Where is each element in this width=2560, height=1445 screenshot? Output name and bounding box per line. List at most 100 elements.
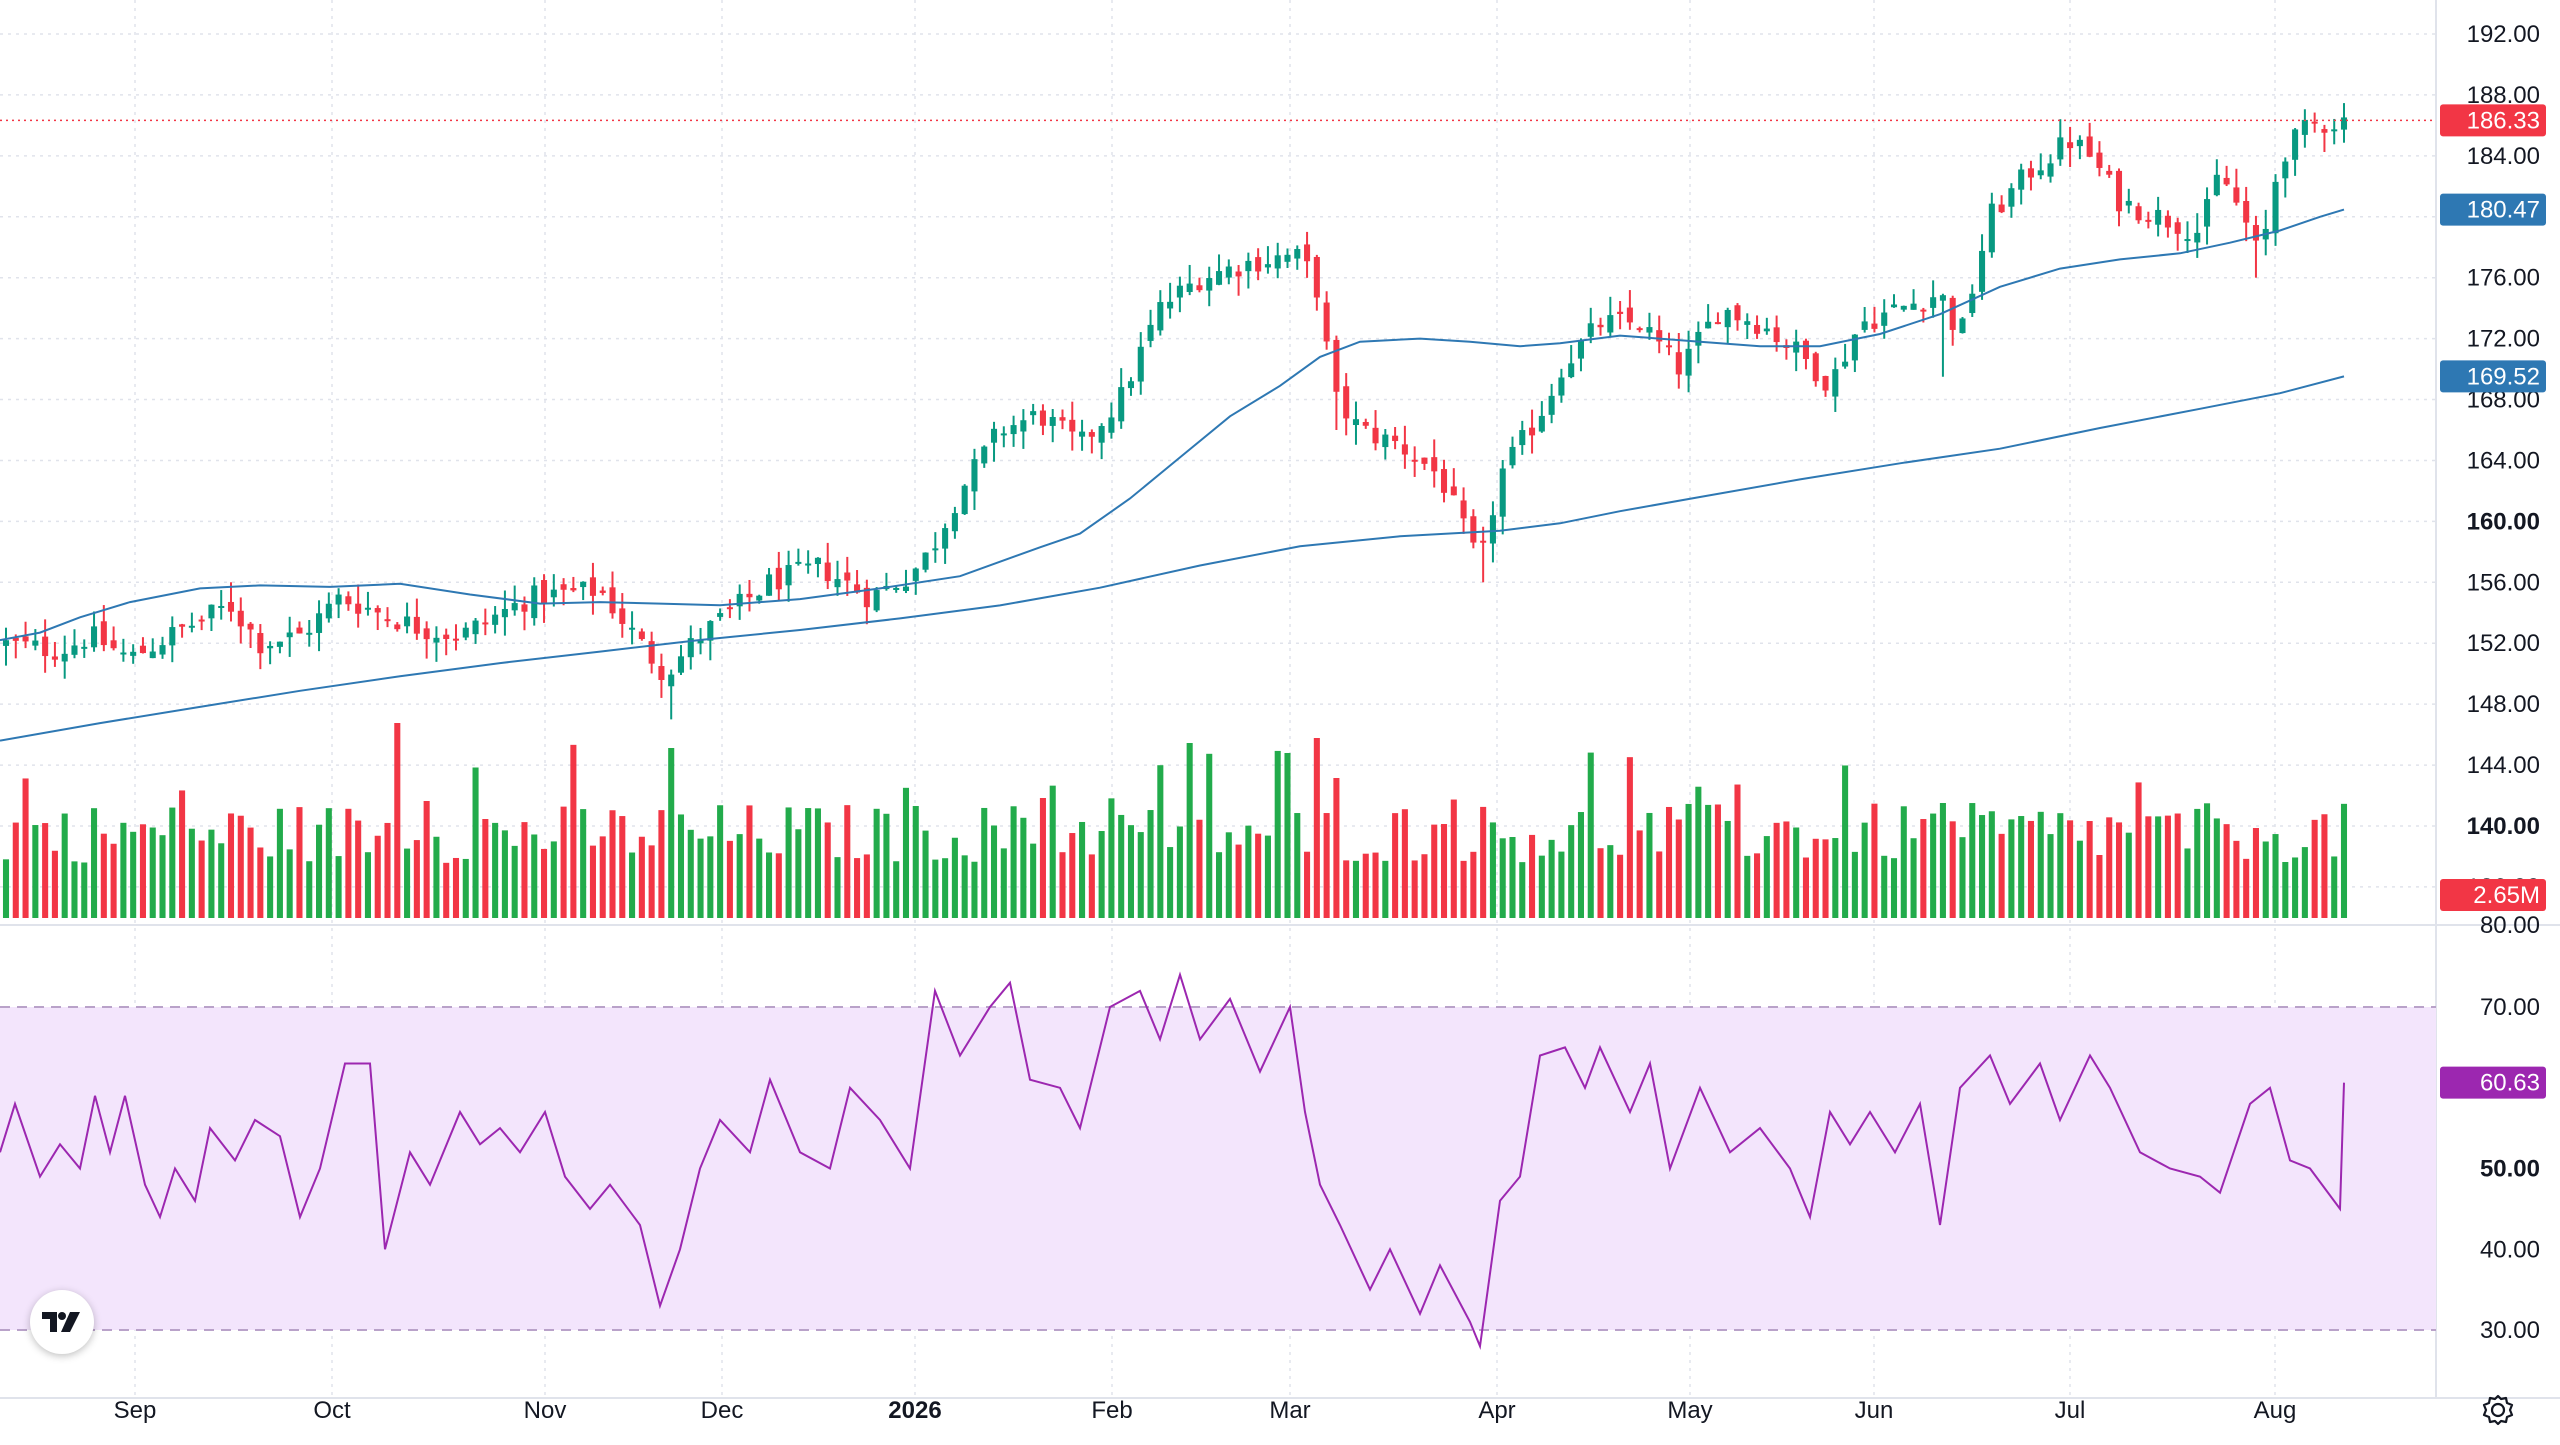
volume-bar	[2, 859, 10, 918]
candle	[1401, 425, 1408, 469]
volume-bar	[42, 823, 49, 918]
candle-body	[1979, 250, 1986, 292]
volume-bar	[1832, 838, 1839, 918]
candle-body	[1274, 255, 1281, 269]
candle-body	[1734, 305, 1741, 321]
candle	[364, 591, 371, 616]
volume-bar	[32, 825, 39, 918]
rsi-tick-label: 30.00	[2480, 1317, 2540, 1344]
candle	[1411, 446, 1418, 477]
volume-bar	[1333, 778, 1340, 918]
candle	[589, 562, 596, 615]
candle	[325, 592, 332, 623]
candle-body	[384, 619, 391, 622]
candle-body	[648, 641, 655, 664]
volume-bar	[912, 806, 919, 918]
candle	[854, 570, 861, 594]
volume-bar	[1255, 833, 1262, 918]
candle	[1440, 459, 1448, 503]
candle	[1206, 266, 1213, 307]
candle-body	[1558, 377, 1565, 396]
candle	[227, 582, 235, 622]
time-axis[interactable]: Sep Oct Nov Dec 2026 Feb Mar Apr May Jun Jul Aug	[114, 1397, 2297, 1424]
volume-bar	[1088, 854, 1095, 918]
candle	[1215, 254, 1223, 286]
candle-body	[1255, 257, 1262, 272]
candle-body	[247, 623, 254, 630]
candle	[2213, 159, 2220, 197]
candle	[306, 619, 313, 647]
tradingview-logo[interactable]	[30, 1290, 94, 1354]
candle	[942, 523, 949, 564]
candle	[1812, 351, 1819, 387]
candle-body	[541, 580, 548, 605]
candle	[1313, 254, 1320, 311]
volume-bar	[873, 808, 880, 918]
candle	[2047, 154, 2054, 183]
candle	[912, 567, 919, 595]
candle-body	[1920, 309, 1927, 312]
candle-body	[1460, 500, 1467, 519]
volume-bar	[1998, 833, 2005, 918]
candle-body	[61, 653, 68, 662]
volume-bar	[677, 814, 685, 918]
volume-bar	[433, 836, 440, 918]
candle-body	[1724, 309, 1731, 328]
candle	[188, 612, 195, 633]
candle-body	[1030, 411, 1037, 416]
volume-bar	[198, 840, 205, 918]
volume-bar	[756, 838, 763, 918]
candle	[2018, 163, 2025, 205]
candle	[1744, 313, 1751, 340]
candle-body	[1773, 327, 1780, 343]
candle	[443, 628, 450, 656]
volume-bar	[2331, 856, 2338, 918]
candle	[2331, 118, 2338, 145]
candle-body	[1049, 417, 1056, 426]
volume-bar	[1343, 860, 1350, 918]
volume-bar	[1890, 858, 1898, 918]
price-tick-label: 176.00	[2467, 265, 2540, 292]
volume-bar	[648, 845, 655, 918]
volume-bar	[1548, 839, 1555, 918]
volume-bar	[668, 748, 675, 918]
settings-gear-icon[interactable]	[2480, 1392, 2516, 1428]
volume-bar	[1030, 843, 1037, 918]
volume-bar	[1440, 824, 1448, 918]
volume-bar	[1352, 860, 1360, 918]
candle	[1421, 457, 1428, 470]
time-tick-label: May	[1667, 1397, 1712, 1424]
volume-bar	[1323, 813, 1330, 918]
candle	[1763, 317, 1770, 335]
candle-body	[1636, 328, 1643, 331]
candle-body	[2331, 129, 2338, 132]
candle	[267, 641, 274, 665]
rsi-band	[0, 1007, 2436, 1330]
volume-bar	[384, 822, 391, 918]
volume-bar	[1607, 845, 1614, 918]
candle-body	[218, 605, 225, 608]
candle	[1049, 409, 1056, 443]
candle	[1607, 296, 1614, 338]
candle	[1724, 307, 1731, 343]
candle-body	[2155, 209, 2162, 225]
volume-bar	[1059, 852, 1066, 918]
candle-body	[374, 608, 381, 613]
volume-bar	[306, 861, 313, 918]
candle-body	[179, 624, 186, 627]
volume-bar	[922, 830, 929, 918]
candle	[1822, 375, 1829, 397]
candle	[531, 577, 538, 626]
volume-bar	[364, 852, 371, 918]
candle	[1196, 277, 1203, 293]
volume-bar	[130, 831, 137, 918]
candle-body	[462, 627, 469, 638]
candle-body	[2, 640, 10, 646]
candle	[296, 621, 303, 634]
time-tick-label: Nov	[524, 1397, 567, 1424]
candle	[1372, 410, 1379, 451]
candle	[452, 624, 460, 651]
candle	[1656, 315, 1663, 354]
